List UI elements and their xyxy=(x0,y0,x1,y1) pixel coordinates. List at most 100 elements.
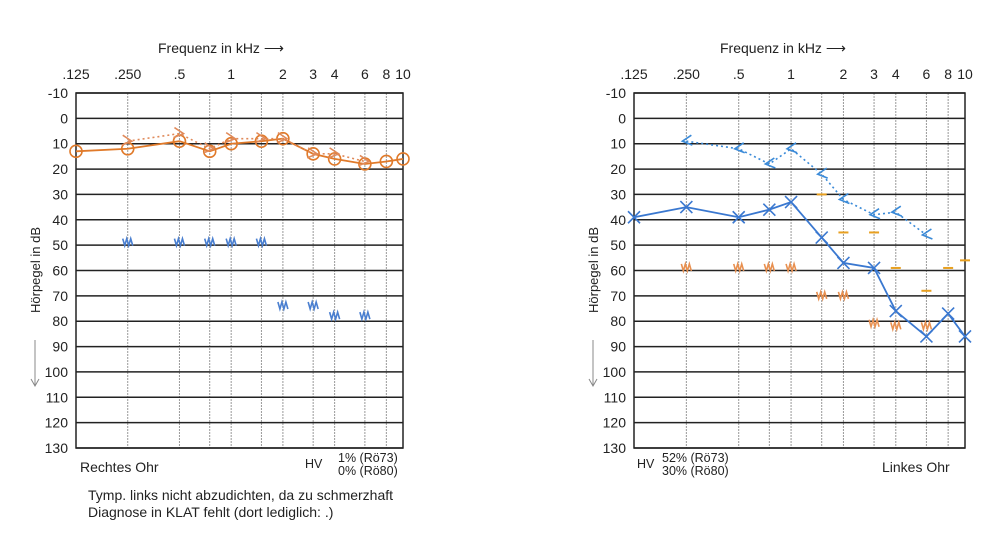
y-tick-label: 10 xyxy=(52,136,68,152)
data-point-x xyxy=(732,210,746,224)
data-point-x xyxy=(919,329,933,343)
x-tick-label: .5 xyxy=(733,66,745,82)
arrow-right-icon: ⟶ xyxy=(263,40,284,56)
data-point-squiggle xyxy=(680,261,693,274)
data-point-circle xyxy=(379,154,394,169)
x-tick-label: 3 xyxy=(870,66,878,82)
x-tick-label: .125 xyxy=(620,66,647,82)
x-tick-label: 2 xyxy=(279,66,287,82)
series-line xyxy=(127,132,366,163)
y-tick-label: -10 xyxy=(606,85,626,101)
x-tick-label: 4 xyxy=(892,66,900,82)
data-point-circle xyxy=(396,152,410,166)
notes: Tymp. links nicht abzudichten, da zu sch… xyxy=(88,487,393,521)
right-title-text: Frequenz in kHz xyxy=(720,40,822,56)
data-point-squiggle xyxy=(359,309,371,323)
y-tick-label: 60 xyxy=(52,263,68,279)
data-point-x xyxy=(836,256,850,270)
y-tick-label: -10 xyxy=(48,85,68,101)
y-tick-label: 120 xyxy=(45,415,69,431)
x-tick-label: 8 xyxy=(944,66,952,82)
data-point-bracket xyxy=(306,147,319,159)
data-point-bracket xyxy=(868,208,881,220)
x-tick-label: .250 xyxy=(114,66,141,82)
x-tick-label: 1 xyxy=(227,66,235,82)
data-point-bracket xyxy=(203,142,216,154)
data-point-bracket xyxy=(815,167,828,179)
note-line: Tymp. links nicht abzudichten, da zu sch… xyxy=(88,487,394,503)
x-tick-label: .125 xyxy=(62,66,89,82)
y-tick-label: 30 xyxy=(52,186,68,202)
data-point-squiggle xyxy=(920,319,933,333)
y-tick-label: 40 xyxy=(610,212,626,228)
note-line: Diagnose in KLAT fehlt (dort lediglich: … xyxy=(88,504,334,520)
data-point-bracket xyxy=(733,142,746,154)
x-tick-label: 10 xyxy=(957,66,973,82)
y-tick-label: 130 xyxy=(603,440,627,456)
data-point-bracket xyxy=(224,131,237,144)
plot-frame xyxy=(633,92,966,449)
data-point-bracket xyxy=(837,192,850,205)
series-line xyxy=(75,137,404,165)
x-tick-label: 4 xyxy=(331,66,339,82)
hv-value: 52% (Rö73) xyxy=(662,451,729,465)
right-hv-values: 52% (Rö73) 30% (Rö80) xyxy=(662,452,729,478)
data-point-squiggle xyxy=(890,319,902,333)
y-tick-label: 20 xyxy=(610,161,626,177)
y-tick-label: 0 xyxy=(60,110,68,126)
y-tick-label: 50 xyxy=(610,237,626,253)
arrow-down-icon xyxy=(588,340,598,388)
y-tick-label: 90 xyxy=(52,339,68,355)
y-tick-label: 20 xyxy=(52,161,68,177)
data-point-squiggle xyxy=(203,235,216,249)
right-audiogram: -100102030405060708090100110120130.125.2… xyxy=(586,66,973,456)
data-point-circle xyxy=(224,136,238,151)
y-tick-label: 90 xyxy=(610,339,626,355)
y-tick-label: 80 xyxy=(52,313,68,329)
data-point-squiggle xyxy=(763,261,776,274)
y-tick-label: 0 xyxy=(618,110,626,126)
left-title-text: Frequenz in kHz xyxy=(158,40,260,56)
data-point-circle xyxy=(327,152,342,166)
data-point-circle xyxy=(69,144,83,159)
x-tick-label: 3 xyxy=(309,66,317,82)
data-point-x xyxy=(867,261,881,275)
x-tick-label: 6 xyxy=(361,66,369,82)
y-tick-label: 50 xyxy=(52,237,68,253)
right-chart-title: Frequenz in kHz ⟶ xyxy=(720,40,846,57)
x-tick-label: 2 xyxy=(840,66,848,82)
data-point-x xyxy=(889,304,903,318)
right-hv-label: HV xyxy=(637,457,655,471)
data-point-bracket xyxy=(328,147,341,159)
data-point-bracket xyxy=(255,131,268,144)
arrow-down-icon xyxy=(30,340,40,388)
data-point-x xyxy=(679,200,693,214)
x-tick-label: 8 xyxy=(382,66,390,82)
y-tick-label: 30 xyxy=(610,186,626,202)
y-tick-label: 110 xyxy=(46,389,69,405)
data-point-squiggle xyxy=(121,235,134,249)
data-point-bracket xyxy=(358,154,371,167)
data-point-squiggle xyxy=(225,235,237,249)
series-line xyxy=(686,140,927,236)
data-point-squiggle xyxy=(868,316,880,330)
plot-frame xyxy=(75,92,404,449)
y-tick-label: 60 xyxy=(610,263,626,279)
y-axis-label: Hörpegel in dB xyxy=(28,227,43,313)
data-point-squiggle xyxy=(815,288,828,302)
y-tick-label: 70 xyxy=(52,288,68,304)
data-point-x xyxy=(762,203,776,217)
y-tick-label: 120 xyxy=(603,415,627,431)
data-point-bracket xyxy=(680,134,693,146)
x-tick-label: 6 xyxy=(923,66,931,82)
arrow-right-icon: ⟶ xyxy=(825,40,846,56)
y-tick-label: 100 xyxy=(45,364,69,380)
data-point-squiggle xyxy=(732,261,745,274)
hv-value: 30% (Rö80) xyxy=(662,464,729,478)
data-point-squiggle xyxy=(837,288,850,302)
right-ear-label: Rechtes Ohr xyxy=(80,459,159,475)
data-point-bracket xyxy=(890,205,903,217)
y-tick-label: 10 xyxy=(610,136,626,152)
x-tick-label: 10 xyxy=(395,66,411,82)
